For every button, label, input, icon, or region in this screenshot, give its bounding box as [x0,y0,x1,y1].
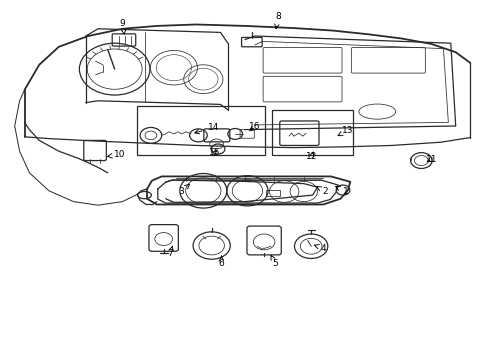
Text: 6: 6 [219,256,224,268]
Text: 7: 7 [168,246,173,258]
Text: 11: 11 [426,154,438,163]
Bar [137,106,265,155]
Text: 4: 4 [315,244,326,253]
Text: 12: 12 [306,152,318,161]
Text: 14: 14 [195,123,219,134]
Text: 16: 16 [249,122,261,131]
Text: 2: 2 [317,186,328,196]
Text: 15: 15 [209,148,221,157]
Text: 13: 13 [338,126,354,136]
Text: 10: 10 [108,150,126,159]
Text: 3: 3 [178,184,190,196]
Bar [266,190,280,196]
Text: 1: 1 [336,186,349,196]
Text: 5: 5 [271,255,278,268]
Text: 8: 8 [275,12,281,29]
Text: 9: 9 [120,19,126,34]
Bar [272,110,353,155]
